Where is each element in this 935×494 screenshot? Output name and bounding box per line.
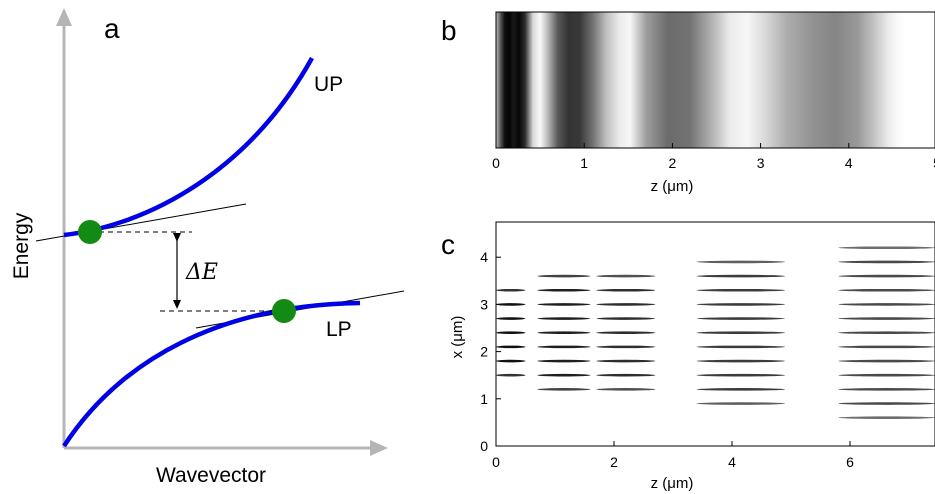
panel-c-field-spot — [537, 331, 591, 335]
panel-c-field-spot — [838, 303, 935, 306]
panel-c-field-spot — [696, 260, 786, 264]
panel-c-field-spot — [537, 388, 591, 391]
panel-c-y-tick-label: 2 — [480, 344, 488, 360]
panel-b-tick-label: 0 — [492, 155, 500, 171]
panel-c-field-spot — [838, 402, 935, 405]
panel-c-field-spot — [696, 359, 786, 363]
panel-b-tick-label: 3 — [757, 155, 765, 171]
panel-c-field-spot — [596, 303, 656, 306]
lower-polariton-curve — [62, 300, 361, 448]
panel-c-field-spot — [696, 303, 786, 306]
panel-b-tick-label: 1 — [580, 155, 588, 171]
panel-c-y-ticks: 0 1 2 3 4 — [480, 249, 501, 454]
panel-c-y-axis-label: x (μm) — [449, 316, 466, 359]
panel-c-field-spot — [596, 345, 656, 349]
panel-b-letter: b — [441, 15, 457, 46]
panel-c-field-spot — [596, 388, 656, 391]
panel-c-field-spot — [537, 303, 591, 306]
panel-c-field-spot — [496, 359, 526, 363]
panel-c-field-spots — [496, 246, 935, 419]
panel-b-x-ticks: 0 1 2 3 4 5 — [492, 143, 935, 171]
panel-c-x-tick-label: 6 — [846, 454, 854, 470]
panel-c-field-spot — [537, 288, 591, 292]
panel-c-field-spot — [696, 345, 786, 349]
panel-c-x-tick-label: 4 — [728, 454, 736, 470]
panel-c-frame — [495, 221, 935, 447]
panel-c-field-spot — [496, 303, 526, 306]
panel-a-y-axis-label: Energy — [10, 212, 33, 279]
panel-c-field-spot — [496, 331, 526, 335]
panel-c-field-spot — [496, 288, 526, 292]
panel-c-field-spot — [838, 288, 935, 292]
panel-c-x-tick-label: 0 — [492, 454, 500, 470]
panel-c-field-spot — [838, 331, 935, 335]
panel-c-field-spot — [596, 274, 656, 278]
panel-c-field-spot — [537, 317, 591, 320]
lower-branch-label: LP — [326, 318, 352, 341]
panel-c-y-tick-label: 1 — [480, 391, 488, 407]
panel-c-y-tick-label: 0 — [480, 438, 488, 454]
panel-c-field-spot — [696, 331, 786, 335]
panel-c-field-spot — [596, 317, 656, 320]
panel-b-frame — [495, 11, 935, 149]
panel-a-x-axis-label: Wavevector — [156, 464, 266, 487]
panel-c-x-ticks: 02468101214 — [492, 441, 854, 470]
panel-c-field-spot — [838, 373, 935, 377]
panel-c-field-spot — [596, 373, 656, 377]
panel-c-field-spot — [496, 317, 526, 320]
lower-polariton-marker — [272, 299, 296, 323]
panel-c-field-spot — [696, 274, 786, 278]
panel-c-field-spot — [696, 317, 786, 320]
upper-polariton-curve — [63, 56, 314, 238]
energy-gap-label: ΔE — [185, 260, 218, 285]
panel-b: b 0 1 2 3 4 5 z (μm) — [441, 11, 935, 195]
panel-b-tick-label: 2 — [669, 155, 677, 171]
panel-b-tick-label: 4 — [845, 155, 853, 171]
panel-c-field-spot — [838, 359, 935, 363]
panel-c-field-spot — [537, 373, 591, 377]
panel-c-field-spot — [596, 359, 656, 363]
panel-c-field-spot — [838, 274, 935, 278]
panel-c-field-spot — [696, 388, 786, 391]
panel-c-field-spot — [537, 274, 591, 278]
panel-c-field-spot — [696, 373, 786, 377]
panel-b-tick-label: 5 — [933, 155, 935, 171]
panel-c-y-tick-label: 4 — [480, 249, 488, 265]
panel-c-field-spot — [596, 288, 656, 292]
upper-polariton-marker — [78, 220, 102, 244]
panel-c-field-spot — [838, 345, 935, 349]
panel-b-x-axis-label: z (μm) — [651, 178, 694, 195]
panel-c-field-spot — [838, 388, 935, 391]
panel-c-field-spot — [537, 359, 591, 363]
panel-c-field-spot — [596, 331, 656, 335]
panel-c-field-spot — [838, 416, 935, 419]
upper-branch-label: UP — [314, 73, 343, 96]
panel-c-field-spot — [696, 288, 786, 292]
panel-c-letter: c — [441, 229, 455, 260]
panel-a-letter: a — [104, 13, 120, 44]
panel-a: a UP LP ΔE Energy Wavevector — [10, 8, 405, 487]
panel-c-field-spot — [838, 260, 935, 264]
panel-a-y-axis-arrowhead — [56, 8, 72, 26]
panel-a-x-axis-arrowhead — [370, 440, 388, 456]
panel-c-field-spot — [496, 373, 526, 377]
panel-c-field-spot — [838, 317, 935, 320]
panel-c-field-spot — [537, 345, 591, 349]
panel-c-x-tick-label: 2 — [610, 454, 618, 470]
panel-c-field-spot — [496, 345, 526, 349]
panel-c-field-spot — [696, 402, 786, 405]
panel-c-field-spot — [838, 246, 935, 250]
panel-c-x-axis-label: z (μm) — [651, 475, 694, 492]
panel-b-intensity-map — [496, 12, 935, 148]
panel-c-y-tick-label: 3 — [480, 296, 488, 312]
